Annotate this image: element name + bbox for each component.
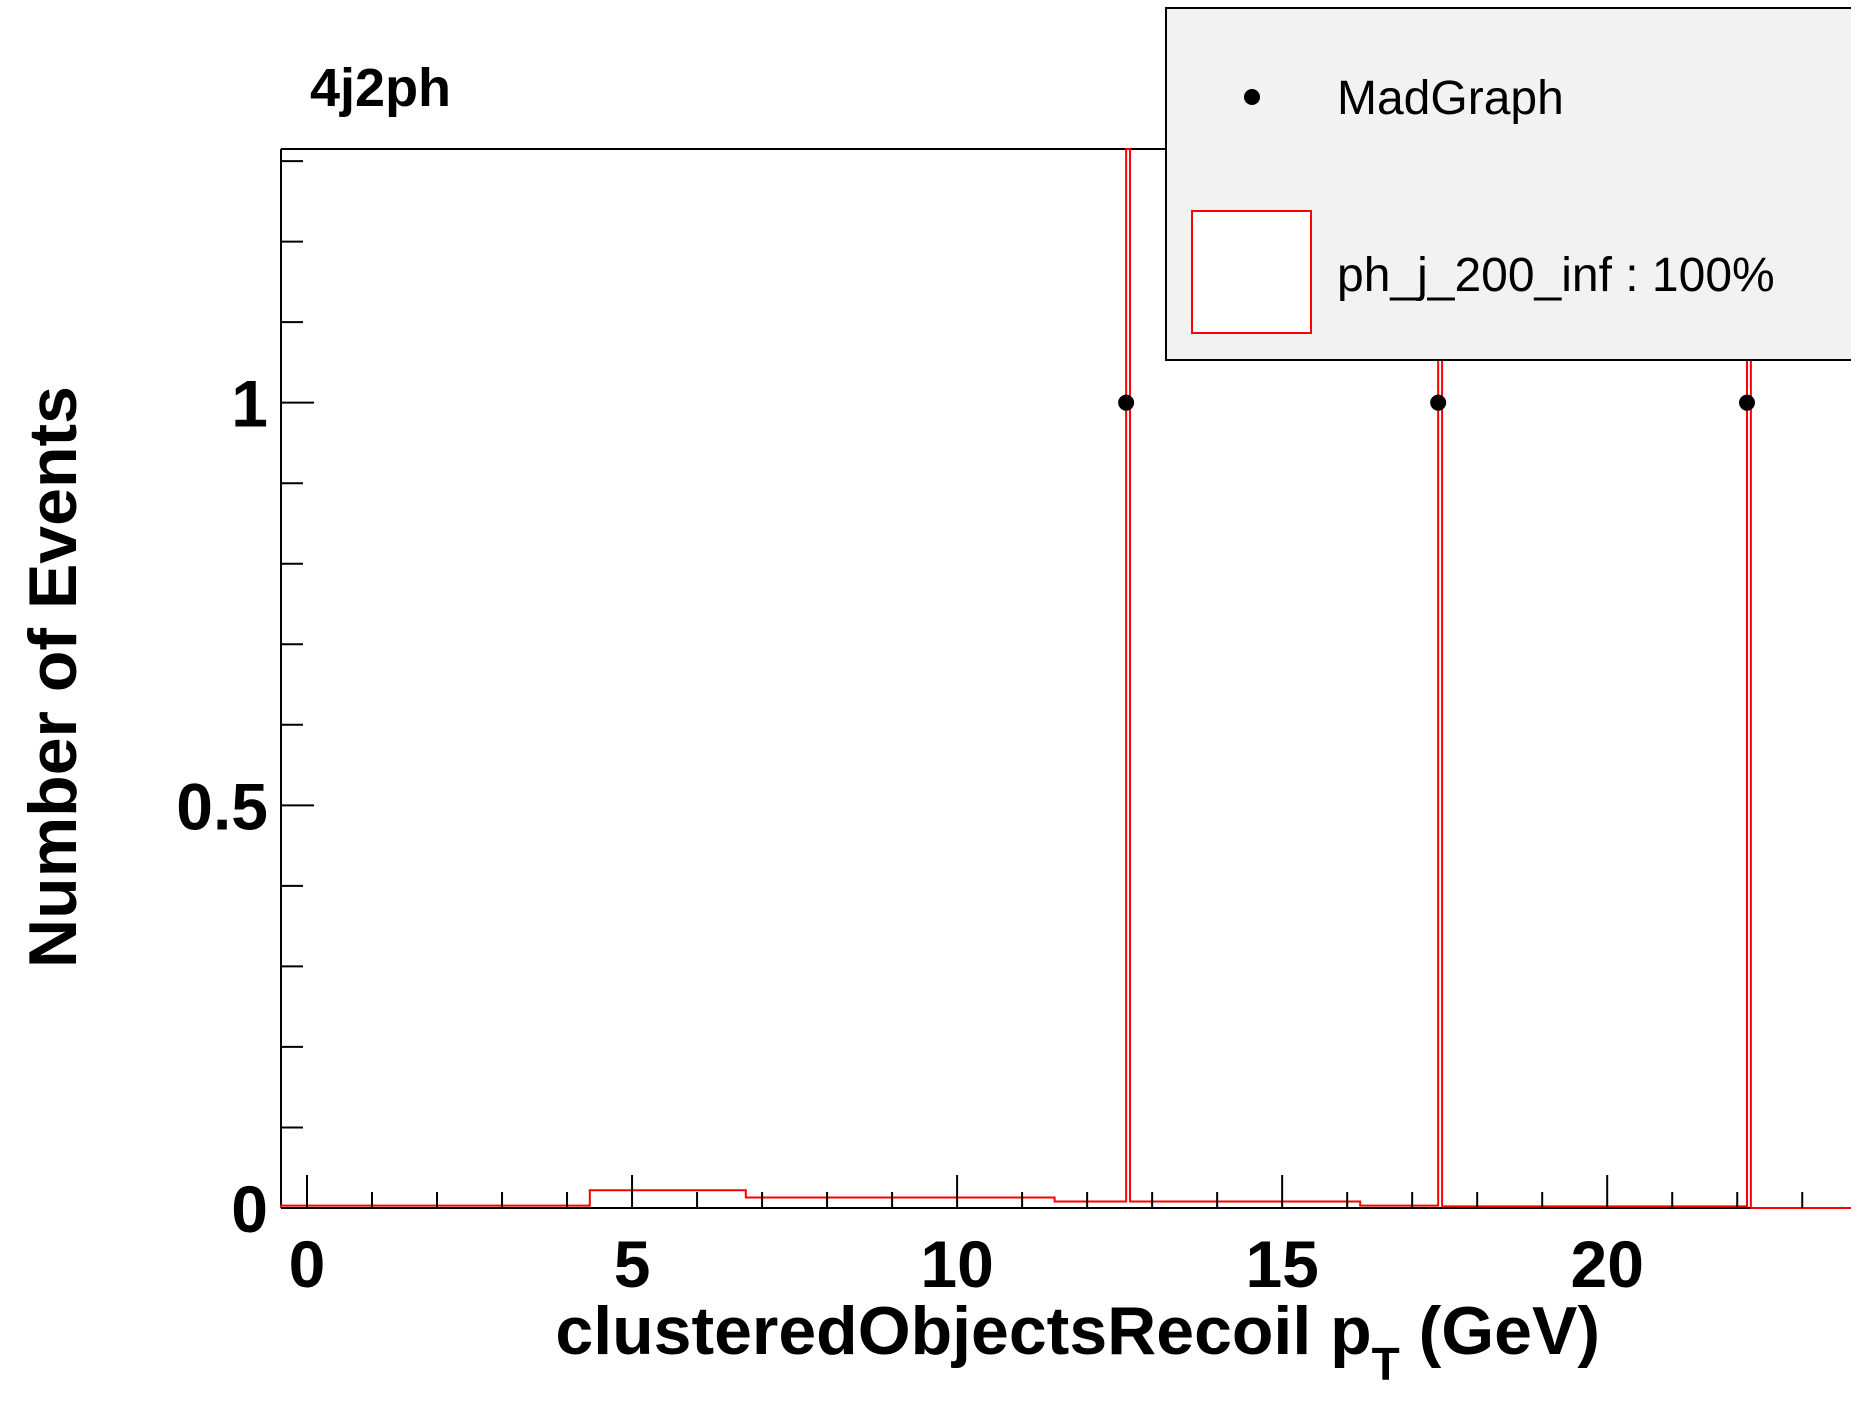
histogram-layer: [280, 148, 1851, 1209]
data-points-layer: [1118, 394, 1755, 411]
y-tick-label-0.5: 0.5: [176, 769, 268, 843]
ticks-layer: 0 5 10 15 20 0 0.5 1: [176, 160, 1804, 1301]
legend-marker-madgraph: [1244, 89, 1260, 105]
histogram-outline: [280, 148, 1851, 1209]
x-axis-title-unit: (GeV): [1400, 1293, 1600, 1369]
legend-label-madgraph: MadGraph: [1337, 72, 1564, 125]
y-tick-label-1: 1: [231, 367, 268, 441]
x-axis-title: clusteredObjectsRecoil pT (GeV): [555, 1293, 1600, 1390]
legend-label-ph-j: ph_j_200_inf : 100%: [1337, 249, 1775, 302]
legend-swatch-ph-j: [1191, 210, 1312, 334]
chart-title: 4j2ph: [310, 58, 451, 118]
x-tick-label-5: 5: [614, 1227, 651, 1301]
legend: MadGraph ph_j_200_inf : 100%: [1165, 7, 1851, 361]
y-axis-title: Number of Events: [15, 386, 91, 968]
madgraph-point-1: [1430, 394, 1447, 411]
madgraph-point-0: [1118, 394, 1135, 411]
x-tick-label-0: 0: [289, 1227, 326, 1301]
x-axis-title-subscript: T: [1372, 1338, 1400, 1390]
x-tick-label-20: 20: [1571, 1227, 1644, 1301]
x-axis-title-main: clusteredObjectsRecoil p: [555, 1293, 1371, 1369]
madgraph-point-2: [1738, 394, 1755, 411]
x-tick-label-10: 10: [920, 1227, 993, 1301]
x-tick-label-15: 15: [1245, 1227, 1318, 1301]
y-tick-label-0: 0: [231, 1172, 268, 1246]
